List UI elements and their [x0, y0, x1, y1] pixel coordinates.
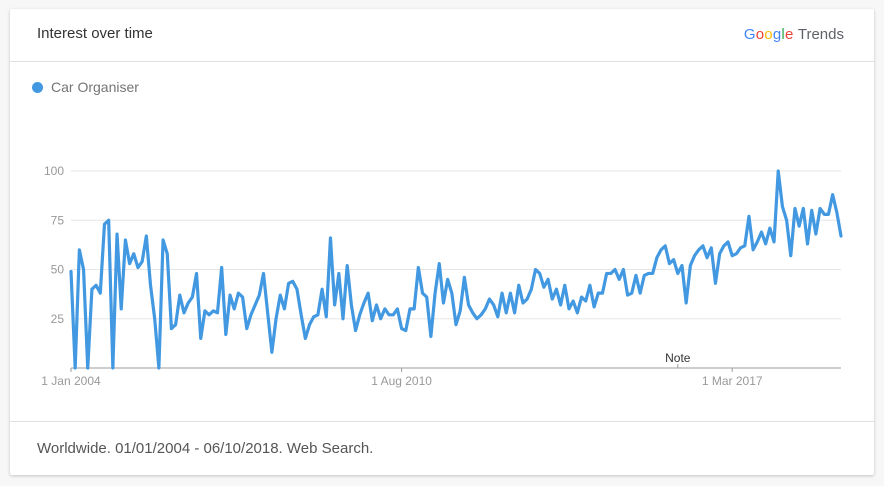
chart-card: Interest over time Google Trends Car Org…	[10, 9, 874, 475]
line-chart[interactable]: 25 50 75 100 1 Jan 2004 1 Aug 2010 1 Mar 2017 N…	[10, 9, 874, 421]
footer-caption: Worldwide. 01/01/2004 - 06/10/2018. Web …	[37, 440, 374, 457]
card-footer: Worldwide. 01/01/2004 - 06/10/2018. Web …	[10, 421, 874, 476]
y-tick-label: 50	[51, 263, 65, 277]
y-tick-label: 75	[51, 213, 65, 227]
x-tick-label: 1 Aug 2010	[371, 374, 432, 388]
brand-letter: G	[743, 26, 756, 43]
google-wordmark: Google	[744, 26, 798, 43]
card-title: Interest over time	[37, 25, 153, 42]
legend-label: Car Organiser	[51, 79, 139, 95]
legend-dot-icon	[32, 81, 43, 93]
brand-letter: g	[772, 26, 782, 43]
chart-legend[interactable]: Car Organiser	[32, 79, 139, 95]
trends-wordmark: Trends	[797, 26, 844, 43]
card-header: Interest over time Google Trends	[10, 9, 874, 62]
y-tick-label: 25	[51, 312, 65, 326]
y-tick-label: 100	[44, 164, 64, 178]
note-label[interactable]: Note	[665, 351, 691, 365]
google-trends-logo[interactable]: Google Trends	[744, 26, 844, 43]
x-tick-label: 1 Jan 2004	[41, 374, 101, 388]
brand-letter: o	[764, 26, 773, 43]
x-tick-label: 1 Mar 2017	[702, 374, 763, 388]
brand-letter: o	[755, 26, 765, 43]
brand-letter: l	[781, 26, 785, 43]
series-line-car-organiser	[69, 169, 843, 370]
brand-letter: e	[784, 26, 794, 43]
